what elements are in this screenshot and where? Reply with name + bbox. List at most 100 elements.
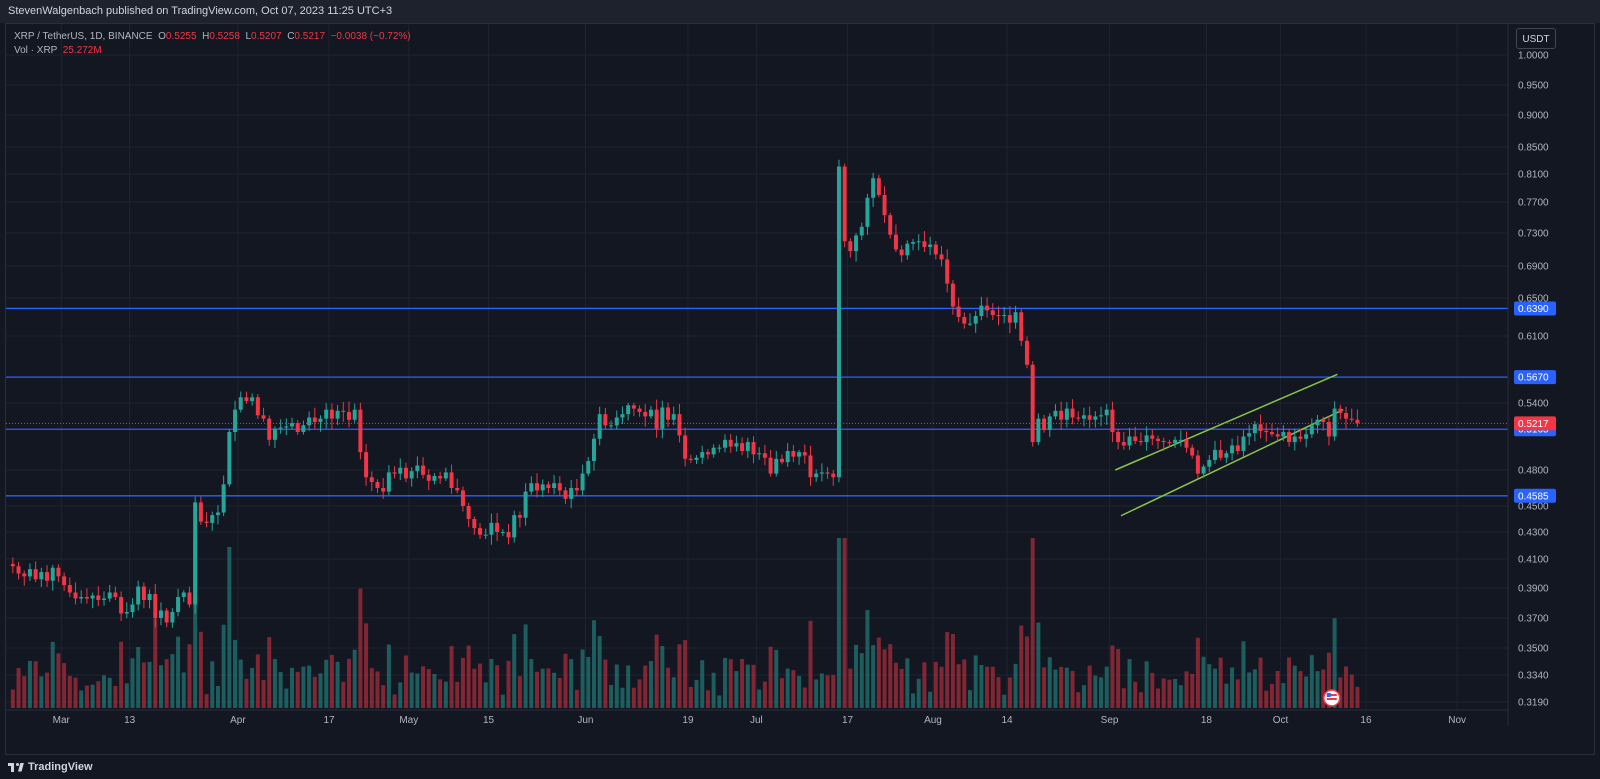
flag-stripe: [1326, 698, 1337, 700]
candle: [1269, 423, 1274, 437]
candle-body: [1161, 440, 1166, 443]
candle: [386, 465, 391, 496]
candle-body: [552, 483, 557, 488]
volume-bar: [814, 679, 819, 708]
candle-body: [591, 438, 596, 462]
volume-bar: [591, 620, 596, 708]
volume-bar: [284, 688, 289, 708]
candle-body: [124, 612, 129, 614]
candle-body: [1042, 418, 1047, 430]
volume-bar: [905, 658, 910, 708]
tradingview-brand: TradingView: [28, 761, 93, 773]
candle-body: [1349, 418, 1354, 420]
price-tick-label: 0.8500: [1518, 143, 1549, 154]
candle: [443, 467, 448, 481]
candle-body: [1344, 413, 1349, 419]
candle-body: [96, 595, 101, 600]
candle: [1247, 424, 1252, 446]
candle-body: [956, 306, 961, 317]
volume-bar: [369, 668, 374, 708]
candle-body: [705, 452, 710, 455]
candle-body: [79, 597, 84, 599]
candle-body: [1212, 449, 1217, 460]
volume-bar: [945, 632, 950, 708]
candle-body: [45, 572, 50, 581]
tradingview-logo[interactable]: TradingView: [8, 755, 93, 779]
candle-body: [631, 405, 636, 409]
candle-body: [1081, 415, 1086, 419]
candle-body: [968, 323, 972, 325]
current-price-tag-bg: [1514, 416, 1556, 431]
volume-bar: [1230, 667, 1235, 708]
candle-body: [557, 483, 562, 491]
candle: [1230, 438, 1235, 461]
candle: [96, 586, 101, 607]
volume-bar: [597, 636, 602, 708]
candle-body: [791, 451, 796, 457]
volume-bar: [1338, 677, 1343, 708]
volume-bar: [671, 677, 676, 708]
candle: [546, 481, 551, 494]
volume-bar: [802, 687, 807, 708]
level-price-tag-bg: [1514, 370, 1556, 385]
candle: [1235, 435, 1240, 455]
volume-bar: [198, 631, 203, 708]
volume-bar: [312, 676, 317, 708]
volume-bar: [1070, 670, 1075, 708]
chart-frame: [5, 23, 1595, 755]
volume-bar: [557, 677, 562, 708]
candle: [876, 174, 881, 198]
volume-bar: [911, 693, 916, 708]
currency-button[interactable]: USDT: [1516, 28, 1556, 49]
candle: [968, 313, 972, 327]
candle-body: [500, 532, 505, 533]
candle-body: [762, 453, 767, 458]
candle: [84, 588, 89, 604]
volume-bar: [84, 685, 89, 708]
candle: [677, 403, 682, 443]
candle: [27, 563, 32, 582]
high-value: 0.5258: [209, 31, 240, 42]
candle-body: [1287, 432, 1292, 443]
volume-bar: [455, 681, 460, 708]
volume-bar: [540, 668, 545, 708]
candle-body: [928, 244, 933, 248]
volume-bar: [301, 666, 306, 708]
volume-bar: [386, 644, 391, 708]
volume-bar: [272, 659, 277, 708]
candle: [523, 483, 528, 526]
price-tick-label: 0.3190: [1518, 698, 1549, 709]
candle: [1212, 440, 1217, 464]
candle-body: [421, 465, 426, 475]
candle-body: [819, 472, 824, 474]
candle-body: [1275, 434, 1280, 437]
candle-body: [73, 592, 78, 599]
channel-line[interactable]: [1120, 409, 1344, 517]
us-events-flag-icon[interactable]: [1323, 689, 1341, 707]
candle: [22, 570, 27, 586]
candle-body: [238, 397, 243, 410]
candle-body: [979, 305, 984, 317]
level-price-tag: 0.6390: [1514, 301, 1556, 316]
candle: [1013, 305, 1018, 329]
candle: [939, 245, 944, 267]
volume-bar: [335, 661, 340, 708]
candle: [136, 580, 141, 611]
candle-body: [438, 476, 443, 479]
candle: [591, 433, 596, 471]
volume-value: 25.272M: [62, 45, 102, 56]
candle: [1224, 450, 1229, 464]
candle: [540, 479, 545, 497]
volume-bar: [1110, 645, 1115, 708]
channel-line[interactable]: [1114, 373, 1338, 471]
candle-body: [1116, 432, 1121, 443]
volume-bar: [956, 664, 961, 708]
volume-bar: [740, 659, 745, 708]
volume-bar: [1355, 686, 1360, 708]
volume-bar: [842, 538, 847, 708]
candle-body: [1309, 425, 1314, 435]
time-tick-label: Mar: [53, 715, 71, 726]
candle-body: [346, 411, 351, 420]
time-tick-label: Oct: [1273, 715, 1289, 726]
